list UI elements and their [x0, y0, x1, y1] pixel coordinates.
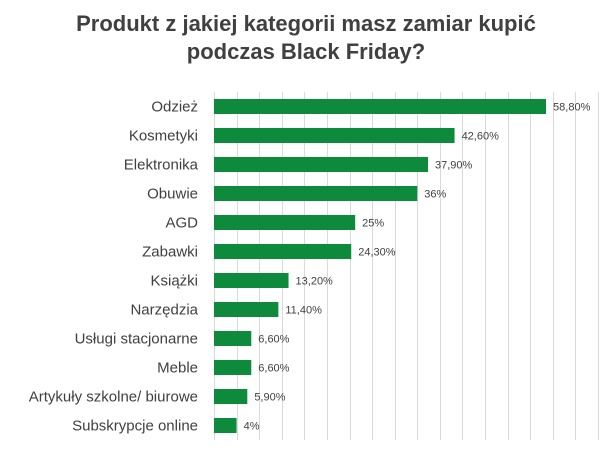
- data-label: 37,90%: [435, 160, 473, 172]
- category-label: Meble: [157, 360, 198, 377]
- data-label: 25%: [362, 218, 384, 230]
- bar: [214, 360, 252, 375]
- data-label: 5,90%: [254, 392, 285, 404]
- data-label: 58,80%: [553, 102, 591, 114]
- value-labels: 58,80% 42,60% 37,90% 36% 25% 24,30% 13,20% 11,4…: [244, 102, 591, 433]
- data-label: 24,30%: [358, 247, 396, 259]
- category-label: Usługi stacjonarne: [75, 331, 198, 348]
- category-label: Subskrypcje online: [72, 418, 198, 435]
- gridlines: [214, 92, 599, 440]
- data-label: 42,60%: [462, 131, 500, 143]
- chart-title-line-2: podczas Black Friday?: [186, 39, 426, 64]
- bar: [214, 418, 237, 433]
- bar: [214, 302, 279, 317]
- bar: [214, 128, 455, 143]
- category-label: AGD: [165, 215, 198, 232]
- bar: [214, 157, 429, 172]
- bar: [214, 389, 248, 404]
- data-label: 4%: [244, 421, 260, 433]
- data-label: 6,60%: [258, 334, 289, 346]
- data-label: 36%: [424, 189, 446, 201]
- category-label: Zabawki: [142, 244, 198, 261]
- category-label: Artykuły szkolne/ biurowe: [29, 389, 198, 406]
- data-label: 6,60%: [258, 363, 289, 375]
- chart-title: Produkt z jakiej kategorii masz zamiar k…: [0, 10, 612, 66]
- bar: [214, 273, 289, 288]
- category-label: Elektronika: [124, 157, 199, 174]
- bar: [214, 215, 356, 230]
- data-label: 13,20%: [296, 276, 334, 288]
- bar: [214, 186, 418, 201]
- category-label: Narzędzia: [130, 302, 198, 319]
- category-label: Odzież: [151, 99, 198, 116]
- category-label: Kosmetyki: [129, 128, 198, 145]
- chart-title-line-1: Produkt z jakiej kategorii masz zamiar k…: [76, 11, 536, 36]
- bar: [214, 331, 252, 346]
- bar: [214, 244, 352, 259]
- bar: [214, 99, 547, 114]
- bars: [214, 99, 547, 433]
- category-label: Obuwie: [147, 186, 198, 203]
- category-labels: Odzież Kosmetyki Elektronika Obuwie AGD Zabaw…: [29, 99, 199, 435]
- data-label: 11,40%: [285, 305, 322, 317]
- category-label: Książki: [150, 273, 198, 290]
